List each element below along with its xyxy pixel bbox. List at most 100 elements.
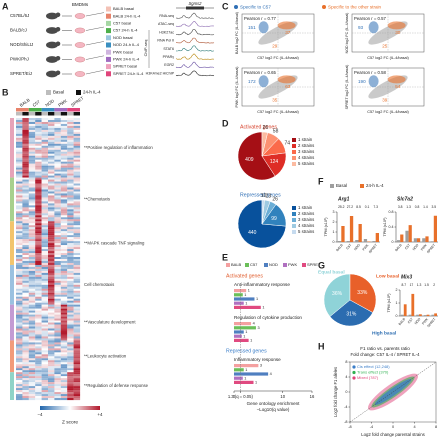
value-label: 409 — [245, 157, 254, 163]
heatmap-cell — [28, 167, 36, 170]
heatmap-cell — [16, 165, 23, 168]
legend-label: Basal — [53, 90, 64, 95]
heatmap-cell — [54, 282, 61, 285]
heatmap-cell — [48, 334, 55, 337]
heatmap-cell — [48, 237, 55, 240]
panel-label: E — [222, 252, 228, 262]
heatmap-cell — [67, 211, 74, 214]
heatmap-cell — [54, 344, 61, 347]
heatmap-cell — [16, 356, 23, 359]
heatmap-cell — [16, 304, 23, 307]
condition-bar — [48, 112, 55, 116]
heatmap-cell — [73, 396, 81, 399]
heatmap-cell — [60, 171, 68, 174]
heatmap-cell — [48, 227, 55, 230]
heatmap-cell — [22, 143, 29, 146]
heatmap-cell — [16, 316, 23, 319]
heatmap-cell — [16, 251, 23, 254]
heatmap-cell — [16, 390, 23, 393]
fold-change-label: 1.5 — [424, 283, 429, 287]
heatmap-cell — [60, 219, 68, 222]
heatmap-cell — [48, 211, 55, 214]
heatmap-cell — [22, 139, 29, 142]
heatmap-cell — [35, 340, 42, 343]
x-tick-label: NOD — [412, 243, 420, 252]
heatmap-cell — [28, 260, 36, 264]
track-signal — [175, 21, 215, 27]
heatmap-cell — [54, 302, 61, 305]
heatmap-cell — [54, 121, 61, 125]
heatmap-cell — [22, 225, 29, 228]
heatmap-cell — [22, 282, 29, 285]
heatmap-cell — [48, 223, 55, 226]
heatmap-cell — [48, 352, 55, 355]
heatmap-cell — [16, 143, 23, 146]
bar — [403, 304, 407, 316]
x-tick-label: C57 — [407, 317, 414, 324]
heatmap-cell — [16, 274, 23, 277]
heatmap-cell — [35, 257, 42, 260]
heatmap-cell — [48, 356, 55, 359]
heatmap-cell — [54, 392, 61, 395]
heatmap-cell — [22, 272, 29, 275]
heatmap-cell — [54, 382, 61, 385]
gene-model — [186, 6, 204, 10]
heatmap-cell — [67, 278, 74, 281]
value-label: 440 — [248, 230, 257, 236]
heatmap-cell — [35, 203, 42, 206]
heatmap-cell — [22, 390, 29, 393]
heatmap-cell — [54, 118, 61, 121]
heatmap-cell — [54, 215, 61, 218]
heatmap-cell — [16, 352, 23, 355]
heatmap-cell — [60, 201, 68, 204]
heatmap-cell — [28, 378, 36, 381]
heatmap-cell — [73, 388, 81, 391]
heatmap-cell — [67, 173, 74, 176]
heatmap-cell — [67, 253, 74, 256]
heatmap-cell — [73, 169, 81, 172]
x-axis-label: Gene ontology enrichment — [247, 401, 301, 406]
heatmap-cell — [48, 308, 55, 311]
heatmap-cell — [35, 259, 42, 262]
heatmap-cell — [22, 257, 29, 260]
heatmap-cell — [48, 209, 55, 212]
heatmap-cell — [28, 245, 36, 248]
heatmap-cell — [22, 368, 29, 371]
fold-change-label: 7.3 — [373, 205, 378, 209]
heatmap-cell — [16, 370, 23, 373]
heatmap-cell — [73, 211, 81, 214]
heatmap-cell — [35, 233, 42, 236]
count-label: 37 — [285, 30, 291, 35]
bar — [430, 241, 434, 242]
legend-label: 2 strains — [298, 211, 314, 216]
value-label: 26 — [263, 125, 269, 131]
heatmap-cell — [35, 135, 42, 138]
heatmap-cell — [54, 235, 61, 238]
heatmap-cell — [28, 302, 36, 305]
heatmap-cell — [16, 147, 23, 150]
track-signal — [175, 61, 215, 68]
heatmap-cell — [54, 360, 61, 363]
heatmap-cell — [41, 199, 49, 202]
legend-swatch — [292, 218, 296, 222]
annotation: Pearson r = 0.58 — [354, 70, 386, 75]
heatmap-cell — [35, 159, 42, 162]
heatmap-cell — [48, 278, 55, 281]
heatmap-cell — [22, 262, 29, 266]
y-axis-label: NOD log2 FC (IL-4/basal) — [345, 13, 349, 54]
heatmap-cell — [35, 207, 42, 210]
heatmap-cell — [48, 167, 55, 170]
condition-swatch — [106, 6, 111, 12]
heatmap-cell — [60, 235, 68, 238]
heatmap-cell — [67, 356, 74, 359]
heatmap-cell — [67, 320, 74, 323]
point-cloud — [277, 21, 296, 30]
heatmap-cell — [16, 336, 23, 339]
heatmap-cell — [73, 139, 81, 142]
heatmap-cell — [41, 155, 49, 158]
heatmap-cell — [73, 191, 81, 194]
legend-swatch — [245, 263, 249, 267]
heatmap-cell — [28, 336, 36, 339]
heatmap-cell — [22, 119, 29, 123]
